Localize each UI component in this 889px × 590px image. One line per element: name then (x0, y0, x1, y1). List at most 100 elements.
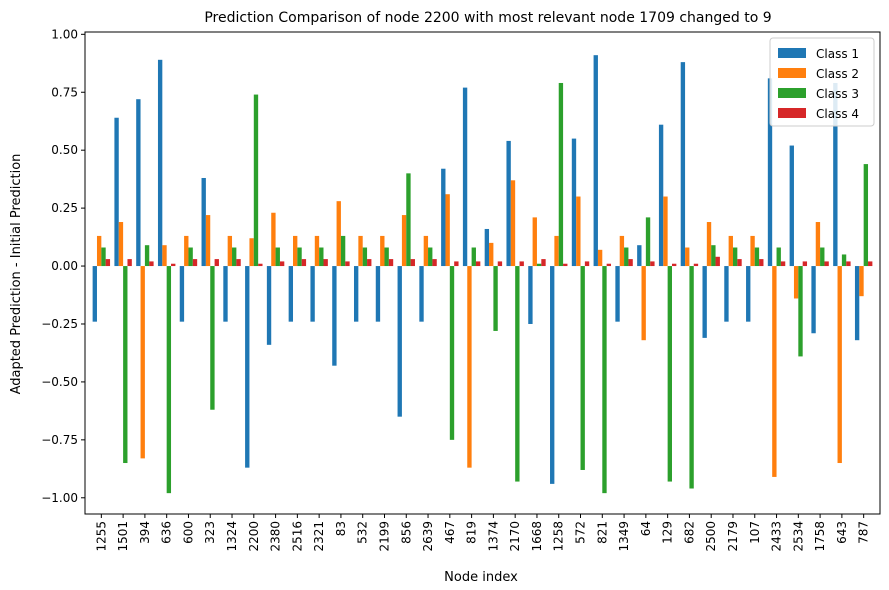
legend-label: Class 2 (816, 67, 859, 81)
bar (841, 254, 847, 267)
bar (332, 266, 337, 366)
bar (184, 235, 189, 267)
bar (471, 247, 476, 267)
bar (846, 261, 851, 267)
bar (449, 266, 455, 440)
bar (340, 235, 346, 267)
bar (236, 259, 241, 267)
y-tick-label: −0.75 (41, 433, 78, 447)
bar (584, 261, 590, 267)
bar (232, 247, 237, 267)
bar (532, 217, 537, 267)
legend-label: Class 4 (816, 107, 859, 121)
bar (475, 261, 481, 267)
legend-box (769, 37, 875, 127)
bar (615, 266, 620, 322)
legend: Class 1 Class 2 Class 3 Class 4 (769, 37, 875, 127)
bar (105, 259, 111, 267)
bar (118, 222, 124, 267)
bar (645, 217, 651, 267)
bar (144, 245, 150, 267)
bar (301, 259, 307, 267)
bar (223, 266, 228, 322)
bar (467, 266, 472, 468)
bar (641, 266, 646, 341)
series-2 (96, 180, 864, 477)
bar (462, 87, 468, 267)
bar (401, 215, 407, 267)
bar (388, 259, 394, 267)
bar (397, 266, 402, 417)
bar (353, 266, 359, 322)
x-tick-label: 2170 (508, 521, 522, 552)
series-3 (101, 82, 869, 494)
bar (536, 263, 542, 267)
x-tick-label: 2534 (791, 521, 805, 552)
x-tick-label: 64 (639, 521, 653, 536)
bar (445, 194, 450, 267)
bar (345, 261, 350, 267)
bar (367, 259, 372, 267)
bar (149, 261, 154, 267)
bar (746, 266, 751, 322)
bar (258, 263, 263, 267)
y-tick-label: −1.00 (41, 491, 78, 505)
bar (419, 266, 424, 322)
legend-label: Class 3 (816, 87, 859, 101)
x-tick-label: 323 (203, 521, 217, 544)
bar (780, 261, 786, 267)
x-tick-label: 532 (356, 521, 370, 544)
bar (428, 247, 433, 267)
bar (188, 247, 193, 267)
bar (162, 245, 167, 267)
legend-swatch (778, 48, 806, 58)
bar (863, 164, 869, 267)
bar (423, 235, 429, 267)
x-tick-label: 2516 (290, 521, 304, 552)
x-tick-label: 467 (443, 521, 457, 544)
x-tick-label: 572 (574, 521, 588, 544)
bar (715, 256, 720, 267)
y-tick-label: 0.75 (51, 85, 78, 99)
bar (136, 99, 141, 267)
x-tick-label: 787 (857, 521, 871, 544)
legend-swatch (778, 88, 806, 98)
bar (323, 259, 328, 267)
x-tick-label: 2639 (421, 521, 435, 552)
bar (597, 249, 603, 267)
x-tick-label: 819 (465, 521, 479, 544)
bar (484, 228, 490, 267)
x-tick-label: 1255 (94, 521, 108, 552)
x-tick-label: 643 (835, 521, 849, 544)
bar (227, 235, 233, 267)
x-tick-label: 2200 (247, 521, 261, 552)
bar (737, 259, 742, 267)
bar (776, 247, 781, 267)
y-tick-label: −0.50 (41, 375, 78, 389)
y-tick-label: −0.25 (41, 317, 78, 331)
bar (358, 235, 363, 267)
bar (750, 235, 755, 267)
bar (711, 245, 716, 267)
bar (493, 266, 498, 331)
bar (628, 259, 633, 267)
x-tick-label: 129 (661, 521, 675, 544)
bar (249, 238, 254, 267)
bar (685, 247, 690, 267)
bar (680, 62, 686, 267)
bar (432, 259, 437, 267)
bar (811, 266, 816, 334)
bar (192, 259, 198, 267)
bar (706, 222, 712, 267)
x-tick-label: 2433 (770, 521, 784, 552)
y-axis-label: Adapted Prediction - Initial Prediction (9, 154, 24, 395)
bar (602, 266, 607, 494)
x-tick-label: 821 (595, 521, 609, 544)
bar (101, 247, 106, 267)
bar (454, 261, 459, 267)
plot-frame (84, 31, 881, 515)
legend-label: Class 1 (816, 47, 859, 61)
bar (140, 266, 145, 459)
series-1 (92, 55, 860, 484)
